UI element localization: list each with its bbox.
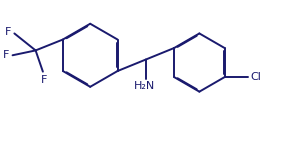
Text: F: F [3, 50, 10, 60]
Text: H₂N: H₂N [134, 81, 155, 91]
Text: F: F [5, 27, 11, 37]
Text: Cl: Cl [250, 72, 261, 82]
Text: F: F [41, 75, 47, 85]
